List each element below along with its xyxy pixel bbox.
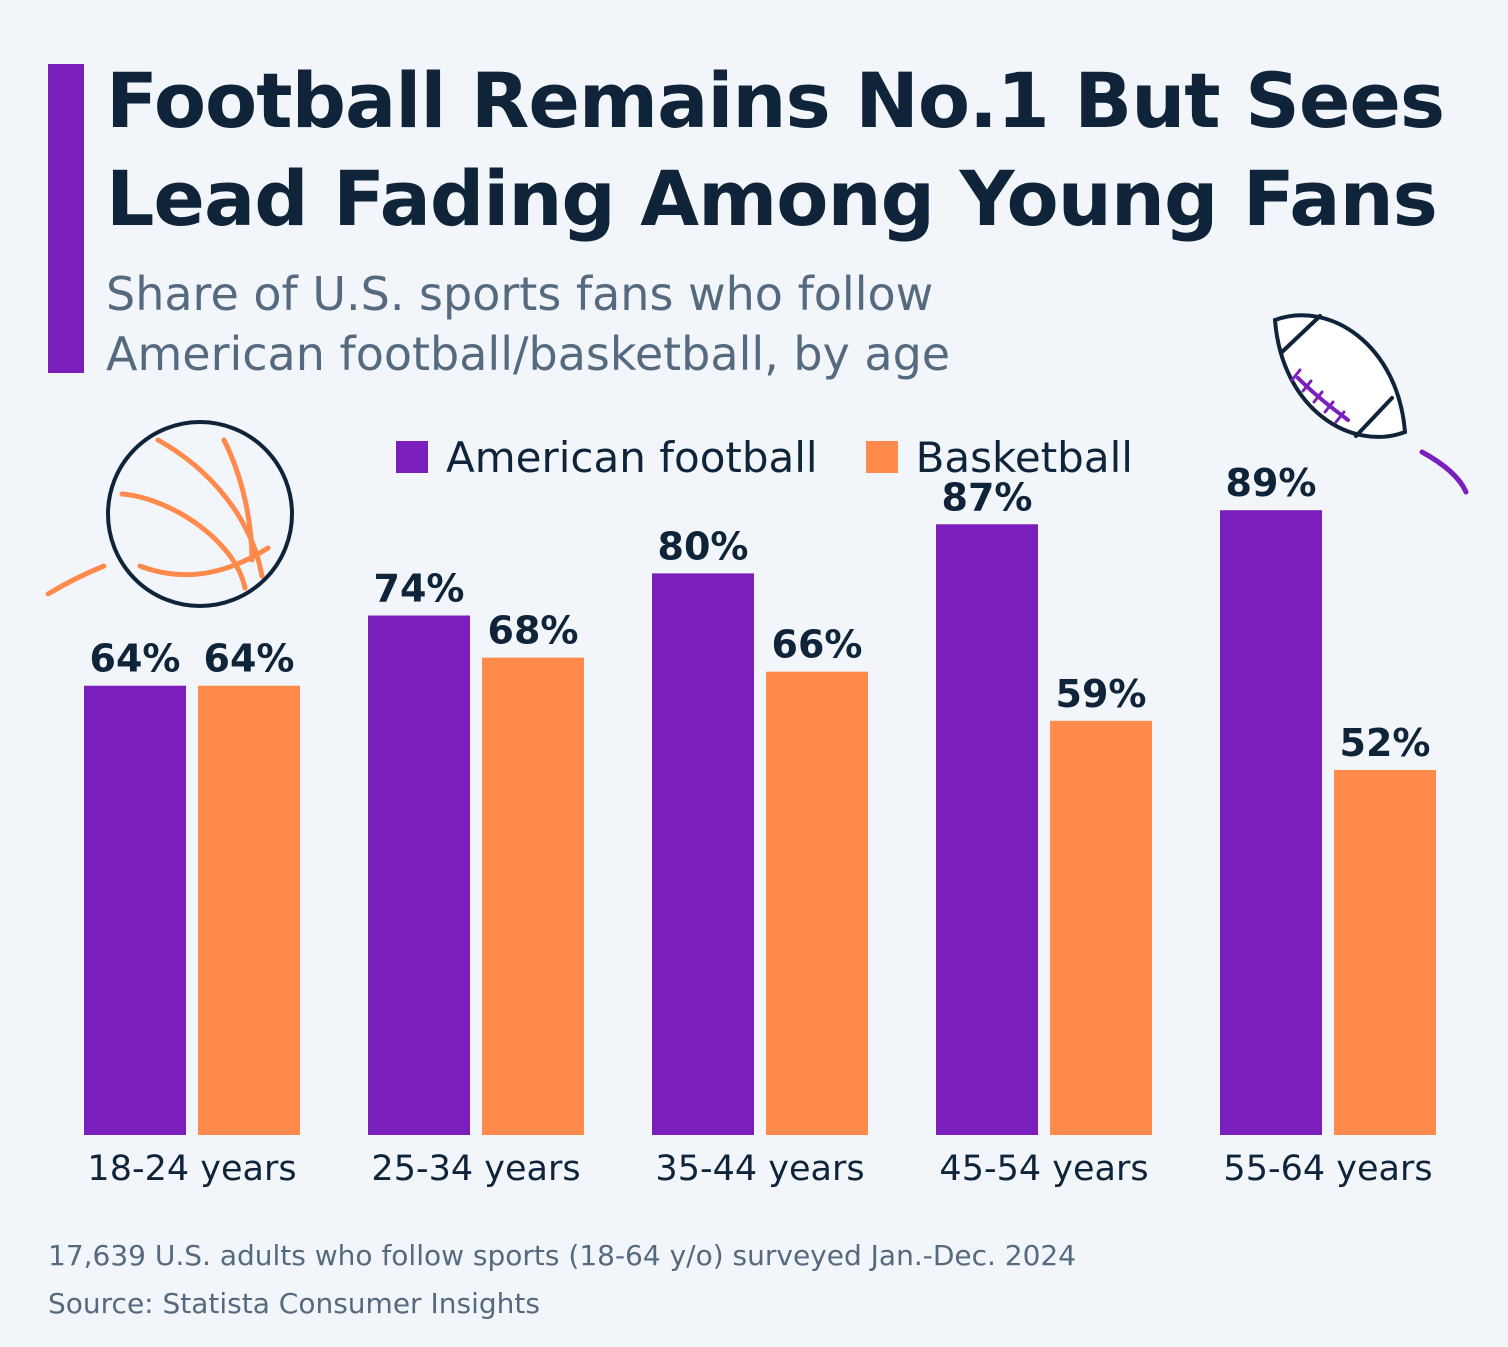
bar-football bbox=[84, 685, 186, 1135]
legend-label-basketball: Basketball bbox=[915, 432, 1133, 482]
chart-legend: American football Basketball bbox=[396, 430, 1181, 484]
title-accent-bar bbox=[48, 64, 84, 373]
legend-swatch-basketball bbox=[865, 441, 898, 473]
legend-item-basketball: Basketball bbox=[865, 432, 1133, 482]
category-label: 55-64 years bbox=[1223, 1149, 1432, 1189]
data-label-football: 74% bbox=[374, 567, 465, 611]
survey-note: 17,639 U.S. adults who follow sports (18… bbox=[48, 1239, 1077, 1272]
data-label-football: 64% bbox=[90, 637, 181, 681]
data-label-football: 87% bbox=[942, 475, 1033, 519]
category-label: 25-34 years bbox=[371, 1149, 580, 1189]
bar-football bbox=[1220, 510, 1322, 1136]
source-note: Source: Statista Consumer Insights bbox=[48, 1287, 540, 1320]
chart-subtitle-line-1: Share of U.S. sports fans who follow bbox=[106, 267, 934, 321]
bar-football bbox=[652, 573, 754, 1135]
data-label-basketball: 52% bbox=[1340, 721, 1431, 765]
bar-basketball bbox=[766, 671, 868, 1135]
bar-football bbox=[936, 524, 1038, 1135]
category-label: 45-54 years bbox=[939, 1149, 1148, 1189]
data-label-basketball: 59% bbox=[1056, 672, 1147, 716]
chart-title-line-2: Lead Fading Among Young Fans bbox=[106, 154, 1438, 243]
data-label-football: 89% bbox=[1226, 461, 1317, 505]
legend-item-football: American football bbox=[396, 433, 818, 482]
data-label-basketball: 68% bbox=[488, 609, 579, 653]
data-label-basketball: 64% bbox=[204, 637, 295, 681]
bar-basketball bbox=[198, 685, 300, 1135]
data-label-basketball: 66% bbox=[772, 623, 863, 667]
chart-title: Football Remains No.1 But Sees Lead Fadi… bbox=[106, 52, 1496, 248]
legend-label-football: American football bbox=[446, 432, 818, 482]
bar-football bbox=[368, 615, 470, 1135]
category-label: 35-44 years bbox=[655, 1149, 864, 1189]
bars-layer: 64% 64% 18-24 years 74% 68% 25-34 years 80% 66%… bbox=[84, 461, 1436, 1189]
bar-basketball bbox=[482, 657, 584, 1135]
basketball-icon bbox=[45, 420, 294, 608]
chart-title-line-1: Football Remains No.1 But Sees bbox=[106, 56, 1445, 145]
category-label: 18-24 years bbox=[87, 1149, 296, 1189]
data-label-football: 80% bbox=[658, 524, 749, 568]
chart-subtitle: Share of U.S. sports fans who follow Ame… bbox=[106, 264, 1106, 384]
legend-swatch-football bbox=[396, 441, 428, 473]
bar-basketball bbox=[1050, 720, 1152, 1135]
bar-basketball bbox=[1334, 769, 1436, 1135]
american-football-icon bbox=[1272, 313, 1469, 495]
chart-subtitle-line-2: American football/basketball, by age bbox=[106, 327, 951, 381]
chart-footer: 17,639 U.S. adults who follow sports (18… bbox=[48, 1232, 1076, 1328]
